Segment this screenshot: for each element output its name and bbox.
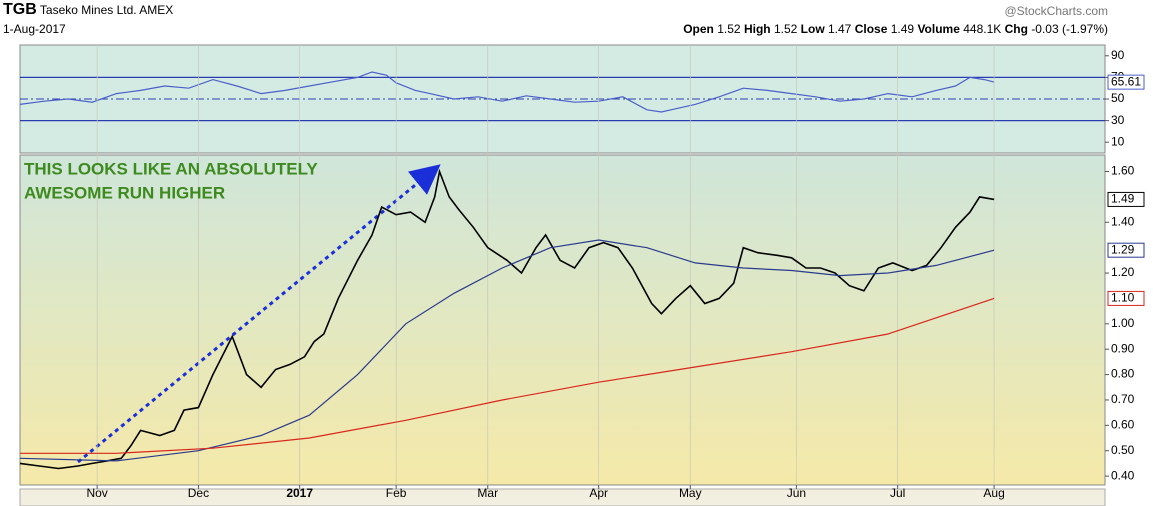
y-tick-label: 30 xyxy=(1111,113,1125,127)
quote-label: Close xyxy=(854,22,888,36)
symbol: TGB xyxy=(3,1,37,18)
quote-label: Volume xyxy=(917,22,960,36)
y-tick-label: 50 xyxy=(1111,91,1125,105)
quote-value: 1.52 xyxy=(773,22,798,36)
end-marker xyxy=(1107,74,1145,90)
source: @StockCharts.com xyxy=(1004,4,1108,18)
x-tick-label: Jun xyxy=(787,486,806,500)
y-tick-label: 0.50 xyxy=(1111,443,1135,457)
x-tick-label: Dec xyxy=(188,486,209,500)
y-tick-label: 1.00 xyxy=(1111,316,1135,330)
quote-label: Low xyxy=(800,22,825,36)
trend-arrow xyxy=(77,164,441,464)
quote-value: 448.1K xyxy=(963,22,1002,36)
lower-panel xyxy=(19,488,1106,506)
end-label: 65.61 xyxy=(1111,74,1141,88)
y-tick-label: 10 xyxy=(1111,134,1125,148)
x-tick-label: 2017 xyxy=(286,486,313,500)
y-tick-label: 1.40 xyxy=(1111,214,1135,228)
y-tick-label: 90 xyxy=(1111,48,1125,62)
quote-label: Chg xyxy=(1004,22,1028,36)
quote-value: 1.47 xyxy=(828,22,852,36)
y-tick-label: 0.80 xyxy=(1111,367,1135,381)
end-marker xyxy=(1107,191,1145,207)
y-tick-label: 1.60 xyxy=(1111,164,1135,178)
series-line xyxy=(19,71,995,113)
quote-value: 1.52 xyxy=(717,22,741,36)
quote-value: -0.03 (-1.97%) xyxy=(1031,22,1108,36)
series-line xyxy=(19,168,995,470)
y-tick-label: 0.40 xyxy=(1111,468,1135,482)
x-tick-label: Feb xyxy=(386,486,407,500)
end-marker xyxy=(1107,242,1145,258)
annotation: AWESOME RUN HIGHER xyxy=(24,183,225,202)
date: 1-Aug-2017 xyxy=(3,22,66,36)
quote-label: Open xyxy=(683,22,714,36)
symbol-line: TGB Taseko Mines Ltd. AMEX xyxy=(3,1,173,19)
y-tick-label: 0.60 xyxy=(1111,418,1135,432)
end-marker xyxy=(1107,290,1145,306)
x-tick-label: Jul xyxy=(890,486,905,500)
y-tick-label: 0.90 xyxy=(1111,341,1135,355)
end-label: 1.49 xyxy=(1111,192,1135,206)
x-tick-label: May xyxy=(679,486,702,500)
x-tick-label: Aug xyxy=(983,486,1004,500)
x-tick-label: Mar xyxy=(477,486,498,500)
quote-label: High xyxy=(743,22,771,36)
y-tick-label: 0.70 xyxy=(1111,392,1135,406)
x-tick-label: Nov xyxy=(86,486,107,500)
series-line xyxy=(20,297,995,454)
company: Taseko Mines Ltd. AMEX xyxy=(39,3,174,17)
end-label: 1.29 xyxy=(1111,242,1135,256)
series-line xyxy=(19,239,995,462)
quote-line: Open 1.52 High 1.52 Low 1.47 Close 1.49 … xyxy=(683,22,1108,36)
x-tick-label: Apr xyxy=(589,486,608,500)
y-tick-label: 1.20 xyxy=(1111,265,1135,279)
end-label: 1.10 xyxy=(1111,291,1135,305)
quote-value: 1.49 xyxy=(890,22,915,36)
price-panel xyxy=(19,154,1106,486)
annotation: THIS LOOKS LIKE AN ABSOLUTELY xyxy=(24,159,318,178)
